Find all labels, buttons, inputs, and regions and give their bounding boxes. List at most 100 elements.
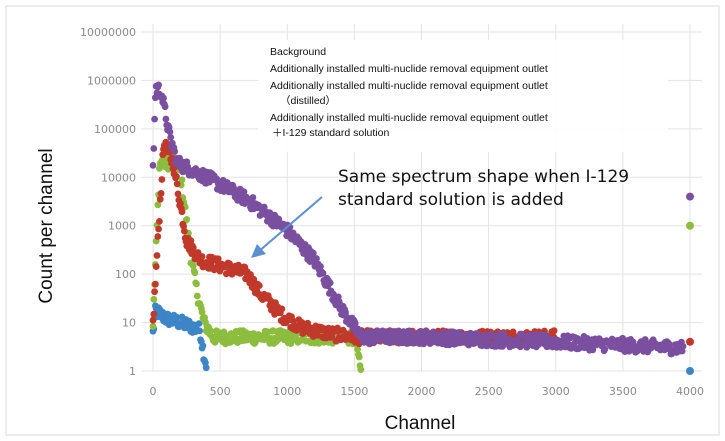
x-tick-label: 2500: [475, 385, 503, 398]
data-point: [181, 227, 188, 235]
annotation-line-2: standard solution is added: [338, 190, 564, 210]
data-point: [202, 364, 210, 372]
data-point: [156, 218, 163, 225]
data-point: [155, 225, 163, 233]
x-tick-label: 2000: [408, 385, 436, 398]
x-tick-label: 3500: [609, 385, 637, 398]
data-point: [309, 249, 317, 257]
data-point: [160, 94, 167, 102]
legend-entry-1: Background: [270, 46, 326, 58]
y-tick-label: 1000: [108, 220, 136, 233]
data-point: [278, 305, 286, 313]
data-point: [550, 327, 558, 335]
y-tick-label: 10000: [101, 171, 136, 184]
x-tick-label: 1000: [273, 385, 301, 398]
data-point: [149, 316, 157, 324]
data-point: [249, 194, 257, 201]
x-tick-label: 500: [210, 385, 231, 398]
data-point: [149, 162, 157, 169]
legend-entry-3: Additionally installed multi-nuclide rem…: [270, 80, 548, 92]
legend-entry-4-cont: ＋I-129 standard solution: [272, 127, 389, 139]
data-point: [151, 115, 159, 123]
data-point: [153, 252, 161, 259]
data-point: [166, 128, 174, 136]
data-point: [523, 343, 531, 351]
data-point: [535, 341, 543, 348]
data-point: [178, 208, 186, 216]
data-point: [150, 310, 158, 318]
data-points: [149, 81, 694, 375]
data-point: [647, 345, 655, 352]
data-point: [189, 262, 197, 270]
x-tick-label: 0: [150, 385, 157, 398]
y-tick-label: 100000: [94, 123, 136, 136]
data-point: [178, 176, 186, 184]
data-point: [161, 103, 169, 111]
y-tick-label: 100: [115, 268, 136, 281]
data-point: [220, 188, 228, 195]
x-axis-title: Channel: [385, 413, 456, 434]
data-point: [195, 320, 203, 327]
annotation-line-1: Same spectrum shape when I-129: [338, 167, 629, 187]
data-point: [226, 260, 233, 267]
y-tick-label: 1000000: [87, 74, 136, 87]
x-tick-label: 3000: [542, 385, 570, 398]
legend: Background Additionally installed multi-…: [258, 40, 668, 152]
data-point: [162, 115, 170, 123]
data-point-end: [686, 221, 694, 230]
tick-labels: 0 500 1000 1500 2000 2500 3000 3500 4000 1 10 100 10…: [80, 26, 704, 398]
data-point-end: [686, 367, 694, 375]
data-point: [342, 308, 349, 316]
series-1: [149, 302, 694, 375]
x-tick-label: 4000: [676, 385, 704, 398]
y-tick-label: 10: [122, 317, 136, 330]
annotation-arrowhead: [251, 244, 266, 258]
series-4: [149, 81, 694, 358]
data-point: [354, 346, 361, 353]
data-point: [326, 279, 334, 287]
data-point: [198, 308, 206, 316]
data-point: [665, 341, 673, 348]
data-point: [191, 269, 199, 277]
data-point: [317, 263, 324, 270]
data-point: [211, 338, 219, 346]
data-point: [174, 190, 182, 198]
legend-entry-4: Additionally installed multi-nuclide rem…: [270, 112, 548, 124]
y-tick-label: 1: [129, 365, 136, 378]
data-point: [542, 332, 550, 339]
y-axis-title: Count per channel: [36, 148, 57, 303]
data-point: [255, 282, 263, 289]
data-point: [601, 345, 609, 353]
data-point: [319, 269, 327, 277]
data-point: [207, 327, 215, 335]
data-point: [198, 253, 206, 260]
data-point: [173, 180, 181, 188]
data-point: [155, 81, 163, 89]
data-point: [150, 145, 158, 152]
data-point: [357, 366, 365, 373]
legend-entry-3-cont: （distilled）: [280, 95, 336, 107]
data-point: [149, 323, 157, 330]
data-point: [240, 188, 248, 196]
data-point: [152, 280, 159, 288]
legend-entry-2: Additionally installed multi-nuclide rem…: [270, 63, 548, 75]
data-point: [374, 327, 382, 335]
data-point: [150, 295, 158, 303]
data-point-end: [686, 192, 694, 201]
data-point: [589, 346, 597, 354]
data-point: [199, 342, 207, 350]
data-point: [154, 201, 162, 209]
data-point: [679, 342, 687, 350]
data-point: [193, 292, 201, 300]
data-point: [196, 327, 204, 335]
y-tick-label: 10000000: [80, 26, 136, 39]
data-point: [158, 176, 166, 183]
data-point-end: [686, 337, 694, 346]
data-point: [154, 233, 162, 240]
data-point: [187, 237, 195, 245]
data-point: [351, 319, 359, 327]
data-point: [157, 190, 165, 197]
x-tick-label: 1500: [340, 385, 368, 398]
data-point: [152, 263, 160, 270]
